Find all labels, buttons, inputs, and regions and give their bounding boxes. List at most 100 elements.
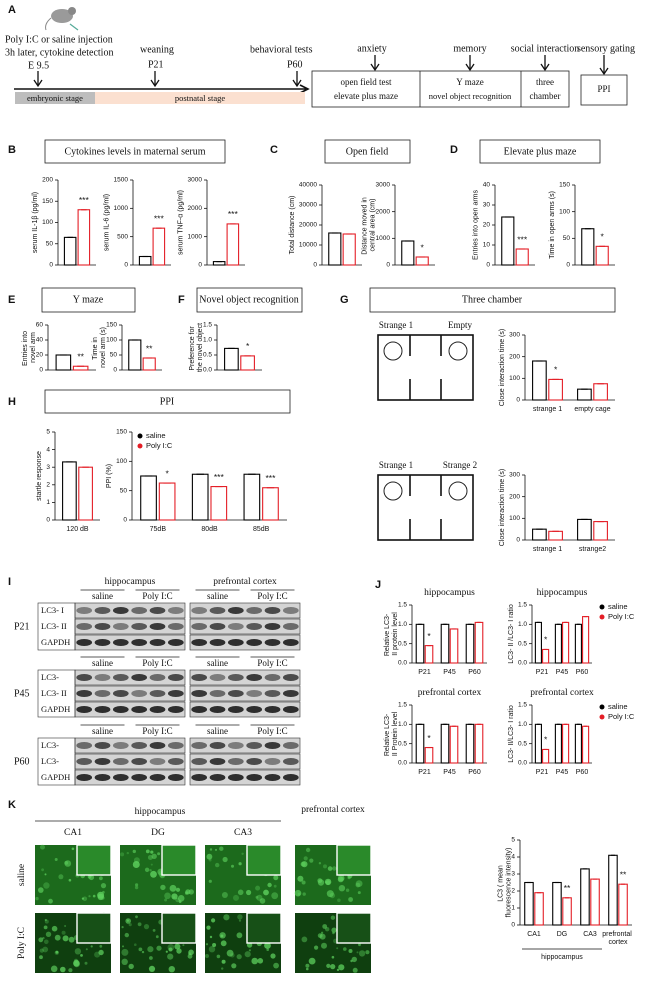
cell bbox=[351, 956, 357, 963]
y-tick-label: 10000 bbox=[299, 242, 317, 249]
blot-band bbox=[167, 607, 184, 614]
bar bbox=[554, 623, 562, 664]
title-box bbox=[44, 139, 226, 164]
cell bbox=[266, 948, 270, 951]
blot-band bbox=[131, 758, 148, 765]
blot-band bbox=[167, 706, 184, 713]
age-label: P21 bbox=[14, 621, 30, 632]
blot-band bbox=[131, 706, 148, 713]
title-box bbox=[324, 139, 411, 164]
y-tick-label: 1000 bbox=[188, 233, 203, 240]
chamber-label: Empty bbox=[448, 320, 472, 330]
blot-band bbox=[149, 690, 166, 697]
cell bbox=[64, 925, 67, 927]
y-tick-label: 0.5 bbox=[398, 640, 407, 647]
y-axis-label: Distance moved in central area (cm) bbox=[361, 195, 376, 255]
y-tick-label: 3000 bbox=[188, 177, 203, 184]
y-tick-label: 200 bbox=[509, 493, 520, 500]
significance: ** bbox=[77, 352, 84, 362]
cell bbox=[121, 926, 124, 929]
x-tick-label: 120 dB bbox=[66, 526, 89, 533]
chart: 0 50 100 150 200 serum IL-1β (pg/ml) *** bbox=[32, 177, 96, 269]
cell bbox=[61, 930, 66, 935]
cell bbox=[301, 936, 308, 943]
bar bbox=[140, 475, 157, 521]
cell bbox=[99, 876, 103, 881]
age-label: P60 bbox=[14, 756, 30, 767]
blot-band bbox=[191, 639, 208, 646]
group-label: saline bbox=[92, 658, 113, 668]
blot-band bbox=[282, 706, 299, 713]
cell bbox=[120, 852, 125, 857]
cell bbox=[270, 953, 276, 959]
bar bbox=[224, 347, 239, 371]
cell bbox=[50, 965, 58, 973]
blot-band bbox=[112, 607, 129, 614]
y-axis-label: Preference for the novel object bbox=[189, 323, 204, 372]
region-label: hippocampus bbox=[135, 807, 186, 817]
bar bbox=[577, 388, 592, 401]
bar bbox=[142, 357, 156, 371]
significance: * bbox=[165, 468, 169, 478]
cell bbox=[206, 853, 213, 860]
column-label: DG bbox=[151, 828, 165, 838]
cell bbox=[43, 882, 50, 889]
cell bbox=[150, 850, 154, 854]
panel-label: G bbox=[340, 294, 349, 306]
cell bbox=[88, 874, 95, 881]
bar bbox=[534, 621, 542, 664]
cell bbox=[325, 881, 328, 884]
blot-band bbox=[282, 607, 299, 614]
cell bbox=[259, 898, 266, 904]
cell bbox=[221, 959, 226, 964]
blot-band bbox=[149, 623, 166, 630]
significance: * bbox=[601, 232, 605, 242]
blot-band bbox=[227, 607, 244, 614]
legend-swatch bbox=[599, 704, 605, 710]
x-tick-label: CA3 bbox=[583, 931, 597, 938]
blot-band bbox=[209, 758, 226, 765]
y-tick-label: 20 bbox=[36, 352, 44, 359]
cell bbox=[168, 947, 173, 952]
cell bbox=[40, 844, 45, 850]
y-tick-label: 0.5 bbox=[398, 740, 407, 747]
blot-band bbox=[94, 758, 111, 765]
blot-band bbox=[149, 758, 166, 765]
bar bbox=[515, 248, 529, 266]
cell bbox=[208, 879, 212, 883]
y-tick-label: 200 bbox=[509, 353, 520, 360]
mouse-icon bbox=[45, 7, 79, 31]
cell bbox=[356, 951, 359, 954]
y-tick-label: 0 bbox=[198, 262, 202, 269]
y-tick-label: 5 bbox=[511, 837, 515, 844]
cell bbox=[206, 925, 211, 930]
y-tick-label: 0 bbox=[386, 262, 390, 269]
cell bbox=[164, 898, 168, 902]
blot-band bbox=[227, 674, 244, 681]
y-axis-label: serum IL-1β (pg/ml) bbox=[32, 192, 39, 253]
cell bbox=[358, 950, 366, 957]
band-label: GAPDH bbox=[41, 704, 70, 714]
band-label: LC3- bbox=[41, 672, 59, 682]
y-tick-label: 60 bbox=[36, 322, 44, 329]
blot-band bbox=[76, 607, 93, 614]
cell bbox=[44, 873, 47, 876]
blot-band bbox=[264, 758, 281, 765]
x-tick-label: P21 bbox=[536, 669, 549, 676]
cell bbox=[157, 852, 161, 856]
bar bbox=[210, 486, 228, 521]
blot-band bbox=[131, 774, 148, 781]
cell bbox=[273, 884, 277, 888]
y-tick-label: 5 bbox=[46, 429, 50, 436]
panel-title: PPI bbox=[160, 396, 174, 407]
cell bbox=[100, 883, 107, 889]
blot-band bbox=[264, 623, 281, 630]
cell bbox=[324, 878, 332, 886]
title-box bbox=[369, 287, 616, 313]
cell bbox=[322, 924, 328, 929]
cell bbox=[128, 963, 134, 970]
y-tick-label: 300 bbox=[509, 332, 520, 339]
